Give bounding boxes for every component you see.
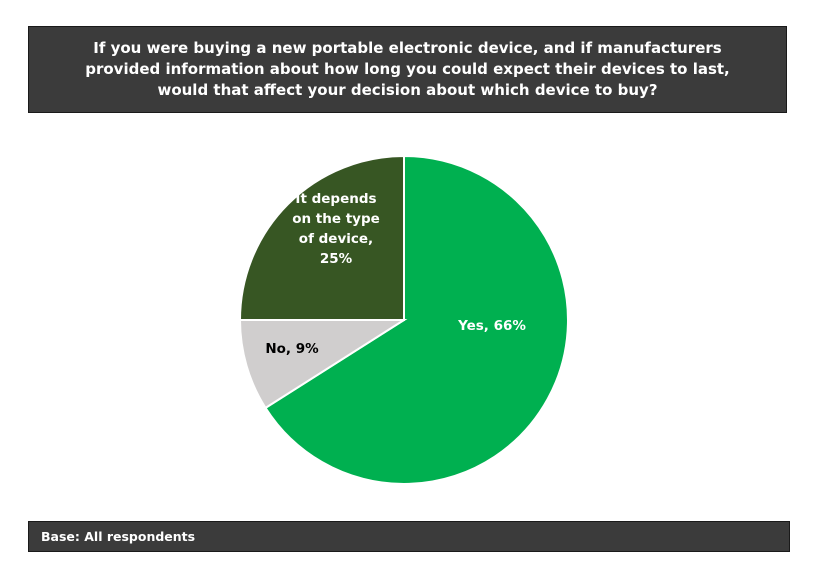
title-banner: If you were buying a new portable electr… [28,26,787,113]
slice-label-no: No, 9% [265,341,319,357]
slice-label-it-depends-on-the-type-of-device: It depends on the type of device, 25% [292,191,380,267]
pie-slice-yes [264,154,569,485]
chart-title: If you were buying a new portable electr… [85,39,730,99]
pie-slice-it-depends-on-the-type-of-device [238,154,405,321]
pie-slice-no [238,319,408,410]
base-note: Base: All respondents [41,529,196,544]
footer-banner: Base: All respondents [28,521,790,552]
slice-label-yes: Yes, 66% [457,318,526,334]
